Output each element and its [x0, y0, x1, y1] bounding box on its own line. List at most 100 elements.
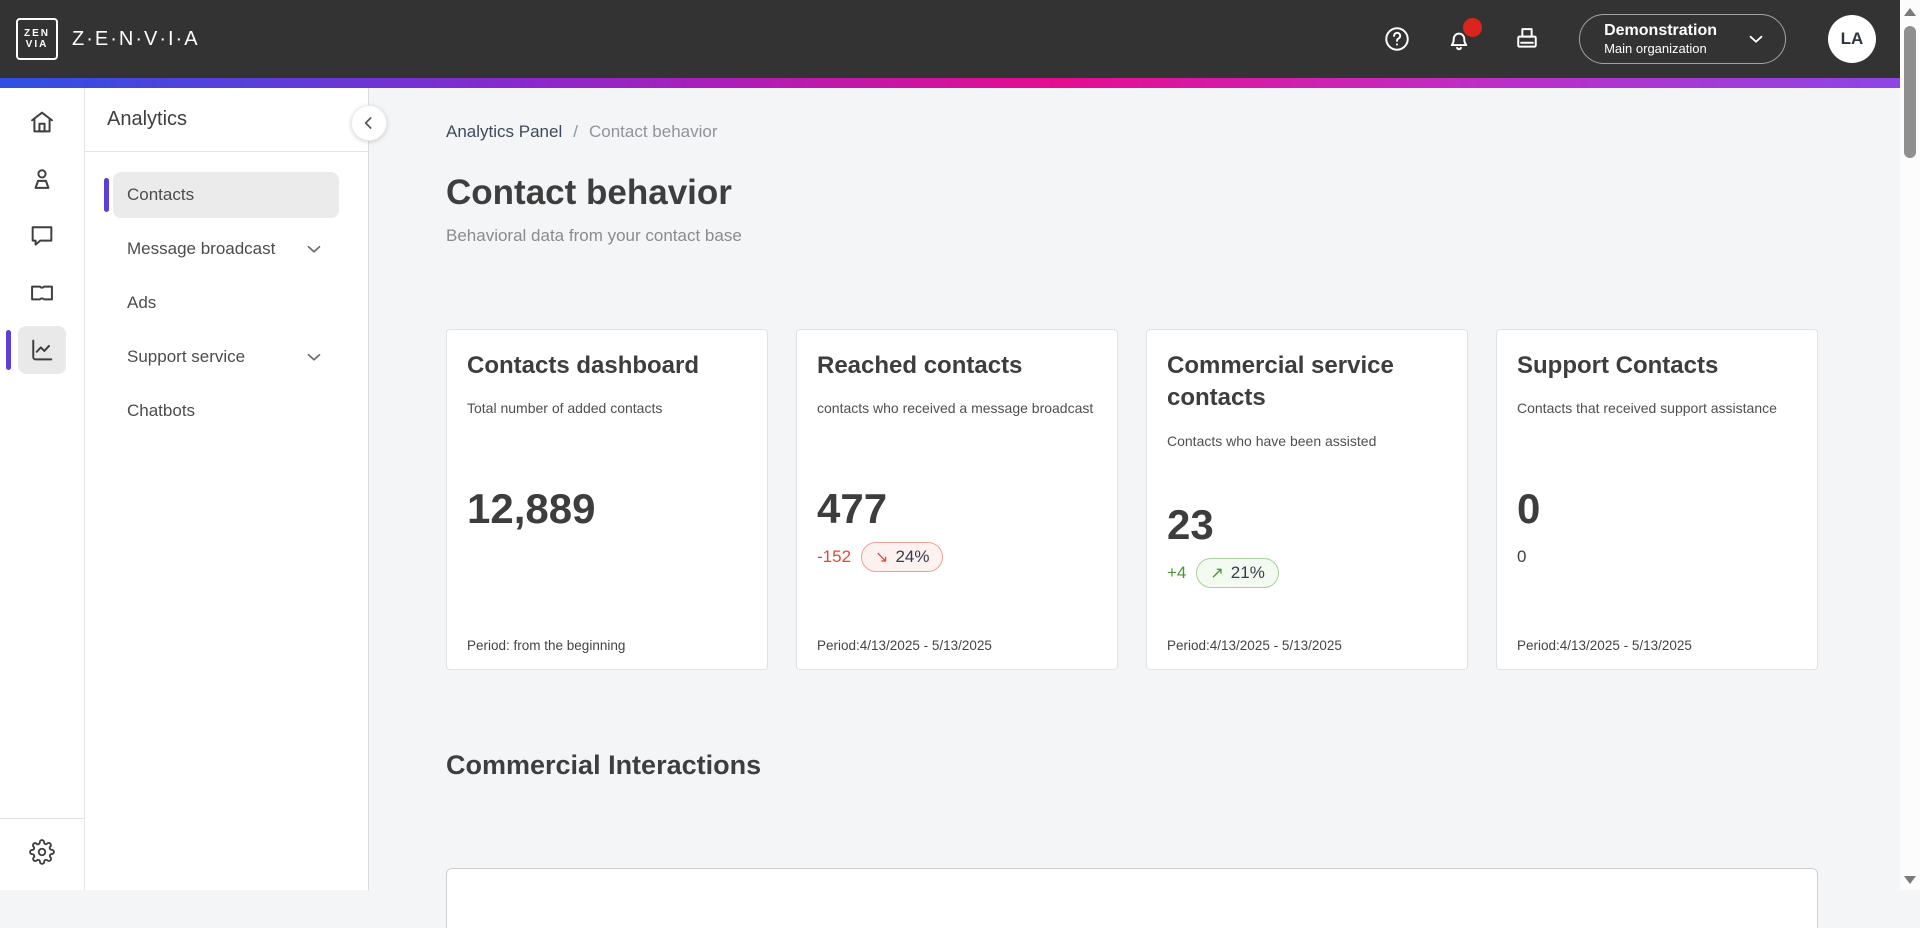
scrollbar-up-arrow[interactable]	[1904, 8, 1916, 16]
print-icon	[1517, 28, 1537, 48]
section-title-commercial-interactions: Commercial Interactions	[446, 750, 762, 780]
breadcrumb-separator: /	[573, 122, 578, 141]
trend-badge: ↗ 21%	[1196, 558, 1279, 589]
breadcrumb: Analytics Panel / Contact behavior	[446, 122, 1920, 142]
card-delta-row: -152 ↘ 24%	[817, 540, 1097, 574]
help-button[interactable]	[1381, 23, 1413, 55]
card-value: 0	[1517, 484, 1541, 532]
sidebar-item-home[interactable]	[18, 98, 66, 146]
sidebar-title: Analytics	[107, 108, 188, 130]
card-period: Period:4/13/2025 - 5/13/2025	[817, 637, 992, 653]
organization-switcher[interactable]: Demonstration Main organization	[1579, 14, 1786, 64]
header-actions: Demonstration Main organization LA	[1381, 14, 1876, 64]
sidebar-item-message-broadcast[interactable]: Message broadcast	[113, 226, 339, 272]
sidebar-item-ads[interactable]: Ads	[113, 280, 339, 326]
sidebar-item-conversations[interactable]	[18, 212, 66, 260]
body-layout: Analytics Contacts Message broadcast Ads…	[0, 88, 1920, 928]
ticket-icon	[31, 285, 53, 301]
organization-name: Demonstration	[1604, 21, 1717, 39]
card-value: 23	[1167, 501, 1214, 549]
menu-item-label: Message broadcast	[127, 239, 276, 258]
stat-card-support-contacts: Support Contacts Contacts that received …	[1496, 329, 1818, 670]
main-content: Analytics Panel / Contact behavior Conta…	[369, 88, 1920, 928]
page-title: Contact behavior	[446, 173, 732, 212]
logo-text-bottom: VIA	[25, 39, 49, 50]
delta-value: -152	[817, 547, 852, 567]
scrollbar-thumb[interactable]	[1904, 26, 1916, 158]
card-description: Total number of added contacts	[467, 400, 663, 417]
stat-card-contacts-dashboard: Contacts dashboard Total number of added…	[446, 329, 768, 670]
stat-cards-row: Contacts dashboard Total number of added…	[446, 329, 1920, 670]
card-period: Period: from the beginning	[467, 637, 626, 653]
sidebar-item-contacts[interactable]	[18, 155, 66, 203]
sidebar-item-contacts-analytics[interactable]: Contacts	[104, 172, 339, 218]
card-delta-row: 0	[1517, 540, 1797, 574]
notifications-button[interactable]	[1443, 18, 1483, 55]
trend-badge: ↘ 24%	[861, 542, 944, 573]
sidebar-item-analytics[interactable]	[6, 326, 66, 374]
avatar[interactable]: LA	[1828, 15, 1876, 63]
delta-value: +4	[1167, 563, 1187, 583]
logo-text-top: ZEN	[24, 27, 50, 39]
card-title: Contacts dashboard	[467, 352, 700, 379]
brand-logo: ZEN VIA Z·E·N·V·I·A	[16, 18, 200, 60]
card-value: 12,889	[467, 484, 596, 532]
sidebar-menu: Contacts Message broadcast Ads Support s…	[85, 152, 368, 434]
commercial-interactions-card	[446, 868, 1818, 928]
trend-percent: 24%	[895, 547, 930, 567]
card-period: Period:4/13/2025 - 5/13/2025	[1517, 637, 1692, 653]
icon-rail	[0, 88, 85, 890]
sidebar-collapse-button[interactable]	[351, 105, 387, 141]
menu-item-label: Chatbots	[127, 401, 196, 420]
chevron-down-icon	[307, 353, 321, 361]
menu-item-label: Ads	[127, 293, 157, 312]
card-period: Period:4/13/2025 - 5/13/2025	[1167, 638, 1342, 653]
home-icon	[31, 111, 53, 133]
trend-down-icon: ↘	[875, 549, 889, 567]
card-delta-row	[467, 540, 747, 574]
notification-badge	[1463, 18, 1483, 37]
top-bar: ZEN VIA Z·E·N·V·I·A	[0, 0, 1920, 78]
notifications-icon	[1450, 32, 1468, 51]
delta-value: 0	[1517, 547, 1527, 567]
print-button[interactable]	[1511, 23, 1543, 55]
chevron-down-icon	[1749, 35, 1763, 43]
trend-percent: 21%	[1230, 563, 1265, 583]
breadcrumb-parent-link[interactable]: Analytics Panel	[446, 122, 563, 141]
gear-icon	[29, 839, 55, 865]
menu-item-label: Support service	[127, 347, 246, 366]
sidebar-item-settings[interactable]	[18, 828, 66, 876]
card-title: Commercial service contacts	[1167, 352, 1394, 412]
card-title: Reached contacts	[817, 352, 1023, 379]
sidebar-item-tickets[interactable]	[18, 269, 66, 317]
page-subtitle: Behavioral data from your contact base	[446, 226, 742, 245]
chat-icon	[31, 226, 53, 246]
sidebar-item-support-service[interactable]: Support service	[113, 334, 339, 380]
card-title: Support Contacts	[1517, 352, 1719, 379]
page-scrollbar[interactable]	[1900, 0, 1920, 890]
card-description: Contacts who have been assisted	[1167, 432, 1377, 449]
stat-card-commercial-service-contacts: Commercial service contacts Contacts who…	[1146, 329, 1468, 670]
menu-item-label: Contacts	[127, 185, 195, 204]
breadcrumb-current: Contact behavior	[588, 122, 718, 141]
chevron-down-icon	[307, 245, 321, 253]
zenvia-logo-icon: ZEN VIA	[16, 18, 58, 60]
card-delta-row: +4 ↗ 21%	[1167, 556, 1447, 590]
rail-bottom	[0, 818, 85, 890]
sidebar-item-chatbots[interactable]: Chatbots	[113, 388, 339, 434]
scrollbar-down-arrow[interactable]	[1904, 876, 1916, 884]
contacts-icon	[34, 169, 50, 189]
card-description: contacts who received a message broadcas…	[817, 400, 1094, 417]
organization-detail: Main organization	[1604, 40, 1707, 56]
analytics-sidebar: Analytics Contacts Message broadcast Ads…	[85, 88, 387, 890]
stat-card-reached-contacts: Reached contacts contacts who received a…	[796, 329, 1118, 670]
analytics-icon	[32, 339, 53, 361]
chevron-left-icon	[364, 117, 372, 129]
brand-wordmark: Z·E·N·V·I·A	[72, 27, 200, 50]
help-icon	[1385, 27, 1409, 51]
card-value: 477	[817, 484, 888, 532]
card-description: Contacts that received support assistanc…	[1517, 400, 1777, 417]
trend-up-icon: ↗	[1210, 565, 1224, 583]
accent-gradient-bar	[0, 78, 1920, 88]
